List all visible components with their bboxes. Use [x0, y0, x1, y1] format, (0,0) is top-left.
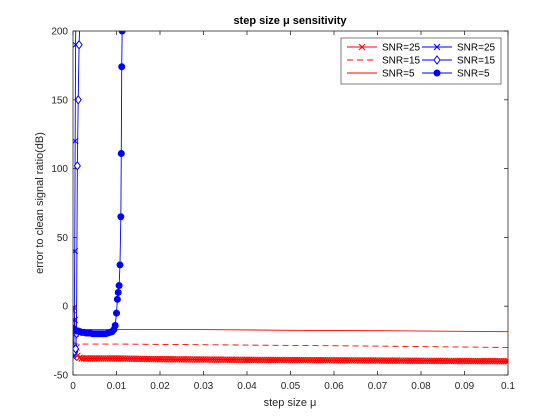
- legend-entry: SNR=15: [422, 55, 496, 67]
- data-point: [77, 13, 83, 21]
- y-tick-label: 0: [62, 302, 68, 313]
- data-point: [75, 39, 83, 50]
- legend-entry: SNR=5: [422, 69, 490, 80]
- x-tick-label: 0.1: [501, 381, 515, 392]
- series-red-1-dense-markers: [76, 354, 508, 365]
- legend-entry: SNR=5: [347, 69, 415, 80]
- legend-entry: SNR=25: [347, 43, 421, 54]
- legend-entry: SNR=25: [422, 43, 496, 54]
- legend-box: [340, 37, 502, 85]
- data-point: [115, 282, 123, 290]
- y-tick-label: -50: [54, 371, 69, 382]
- legend-label: SNR=15: [382, 56, 421, 67]
- data-point: [119, 0, 125, 6]
- series-blue-6: [73, 0, 126, 338]
- chart-title: step size μ sensitivity: [233, 15, 347, 27]
- legend-marker: [358, 43, 366, 51]
- y-tick-label: 200: [51, 27, 68, 38]
- x-tick-label: 0.07: [368, 381, 388, 392]
- x-tick-label: 0.09: [455, 381, 475, 392]
- x-tick-label: 0.06: [324, 381, 344, 392]
- x-tick-label: 0.08: [411, 381, 431, 392]
- data-point: [113, 295, 121, 303]
- legend-marker: [433, 43, 441, 51]
- legend-label: SNR=5: [457, 69, 490, 80]
- data-point: [117, 149, 125, 157]
- legend-label: SNR=15: [457, 56, 496, 67]
- y-tick-label: 50: [57, 233, 69, 244]
- legend-label: SNR=25: [457, 43, 496, 54]
- data-point: [500, 357, 508, 365]
- data-point: [113, 309, 121, 317]
- data-point: [73, 161, 81, 171]
- y-tick-label: 100: [51, 164, 68, 175]
- x-axis-label: step size μ: [264, 397, 317, 409]
- x-tick-label: 0.02: [150, 381, 170, 392]
- legend: SNR=25 SNR=15 SNR=5 SNR=25 SNR=15 SNR=5: [340, 37, 502, 85]
- x-tick-label: 0.04: [237, 381, 257, 392]
- tick-layer: 0 0.01 0.02 0.03 0.04 0.05 0.06 0.07 0.08 0.09 0.1…: [51, 27, 515, 393]
- legend-label: SNR=25: [382, 43, 421, 54]
- plot-area: [73, 31, 508, 375]
- data-point: [116, 261, 124, 269]
- legend-marker: [433, 55, 441, 65]
- x-tick-label: 0.01: [107, 381, 127, 392]
- y-tick-label: 150: [51, 95, 68, 106]
- data-point: [74, 94, 82, 105]
- data-point: [73, 304, 78, 311]
- data-point: [73, 14, 79, 20]
- data-point: [118, 31, 126, 35]
- x-tick-label: 0: [70, 381, 76, 392]
- legend-entry: SNR=15: [347, 56, 421, 67]
- legend-label: SNR=5: [382, 69, 415, 80]
- data-point: [118, 63, 126, 71]
- data-point: [114, 288, 122, 296]
- data-point: [111, 321, 119, 329]
- x-tick-label: 0.03: [194, 381, 214, 392]
- legend-marker: [433, 69, 441, 77]
- y-axis-label: error to clean signal ratio(dB): [34, 132, 46, 274]
- data-point: [73, 344, 80, 354]
- series-layer: [73, 0, 508, 365]
- data-point: [117, 213, 125, 221]
- x-tick-label: 0.05: [281, 381, 301, 392]
